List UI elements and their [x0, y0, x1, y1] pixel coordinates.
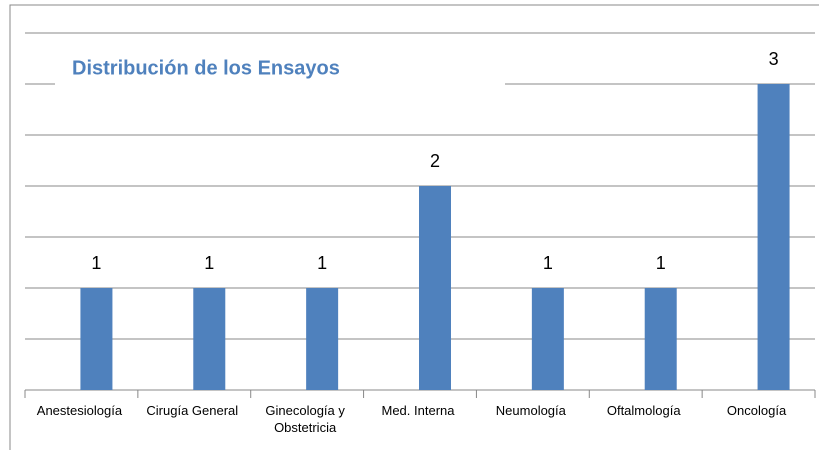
x-tick-label: Neumología: [495, 403, 566, 418]
bar: [531, 288, 564, 390]
data-label: 1: [204, 253, 214, 273]
bar: [757, 84, 790, 390]
bar: [419, 186, 451, 390]
data-label: 3: [769, 49, 779, 69]
chart-frame: [9, 4, 819, 450]
x-tick-label: Ginecología y Obstetricia: [265, 403, 345, 435]
bar: [80, 288, 113, 390]
x-tick-label: Oftalmología: [606, 403, 681, 418]
data-label: 1: [317, 253, 327, 273]
chart-title: Distribución de los Ensayos: [72, 57, 340, 79]
bar: [306, 288, 339, 390]
data-label: 1: [543, 253, 553, 273]
title-background: [55, 45, 505, 93]
x-tick-label: Med. Interna: [381, 403, 455, 418]
x-tick-label: Cirugía General: [146, 403, 239, 418]
data-label: 1: [656, 253, 666, 273]
x-tick-label: Anestesiología: [36, 403, 123, 418]
bar: [193, 288, 226, 390]
data-label: 2: [430, 151, 440, 171]
data-label: 1: [91, 253, 101, 273]
x-tick-label: Oncología: [726, 403, 787, 418]
bar: [644, 288, 677, 390]
